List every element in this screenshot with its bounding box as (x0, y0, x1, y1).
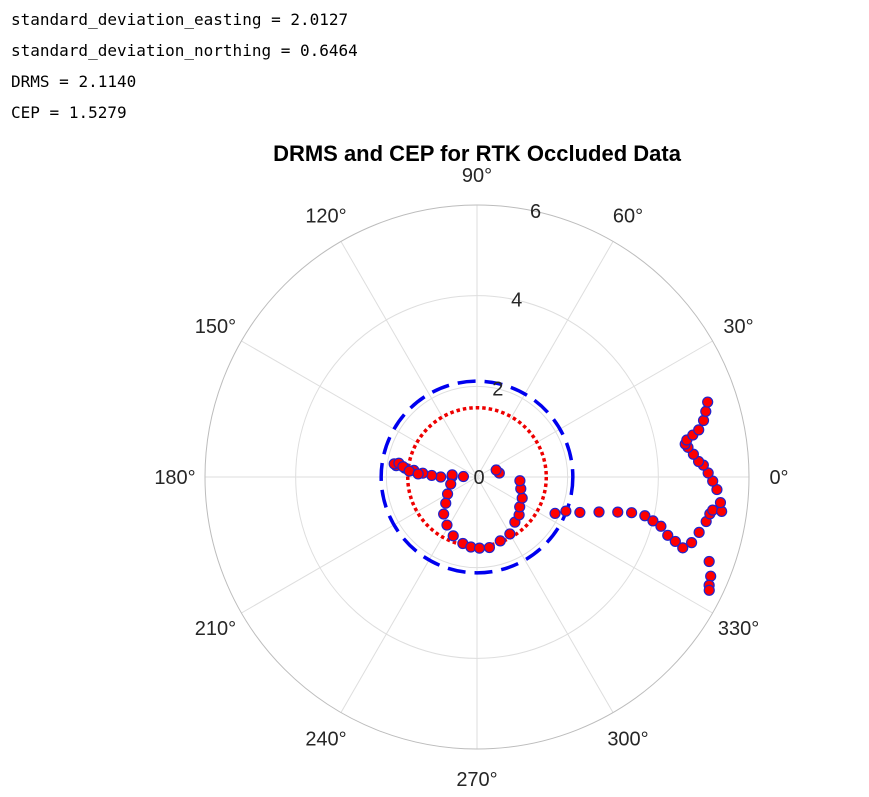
stat-label: standard_deviation_northing (11, 41, 272, 60)
data-point (457, 470, 470, 483)
data-point (647, 515, 659, 527)
stat-value: 1.5279 (68, 103, 127, 122)
r-gridline (295, 295, 659, 659)
stat-value: 2.1140 (78, 72, 137, 91)
data-point (473, 542, 486, 554)
theta-tick-label: 60° (613, 205, 643, 227)
scatter-points (388, 396, 728, 596)
theta-gridline (340, 476, 478, 713)
data-point (707, 504, 719, 516)
data-point (516, 492, 528, 504)
data-point (549, 507, 561, 520)
stats-output: standard_deviation_easting = 2.0127 stan… (11, 6, 358, 130)
theta-tick-label: 0° (769, 467, 788, 489)
data-point (483, 541, 496, 554)
tick-labels: 0° 30° 60° 90° 120° 150° 180° 210° 240° 270° 300° 3… (154, 165, 788, 791)
data-point (412, 468, 424, 480)
stat-value: 0.6464 (300, 41, 358, 60)
data-point (494, 535, 506, 547)
theta-tick-label: 270° (456, 769, 497, 791)
data-point (693, 424, 705, 436)
theta-gridline (340, 241, 478, 478)
data-point (560, 505, 572, 517)
data-point (441, 519, 453, 531)
data-point (626, 507, 638, 519)
data-point (639, 510, 651, 522)
data-point (700, 405, 712, 417)
data-point (677, 542, 689, 554)
r-tick-label: 2 (492, 378, 503, 400)
data-point (490, 464, 502, 476)
data-point (447, 530, 459, 542)
stat-value: 2.0127 (290, 10, 349, 29)
data-point (685, 537, 698, 549)
data-point (574, 506, 586, 519)
data-point (438, 508, 450, 520)
r-gridline (385, 385, 569, 569)
stat-line-drms: DRMS = 2.1140 (11, 72, 137, 91)
data-point (697, 414, 710, 427)
data-point (593, 506, 605, 518)
drms-circle (379, 379, 575, 575)
stat-label: standard_deviation_easting (11, 10, 262, 29)
data-point (514, 475, 526, 487)
data-point (445, 478, 457, 490)
theta-tick-label: 330° (718, 618, 759, 640)
data-point (446, 469, 458, 481)
stat-line-easting: standard_deviation_easting = 2.0127 (11, 10, 349, 29)
theta-tick-label: 180° (154, 467, 195, 489)
data-point (702, 396, 714, 408)
data-point (441, 488, 454, 500)
data-point (703, 555, 715, 568)
theta-gridline (476, 476, 713, 614)
theta-tick-label: 240° (305, 729, 346, 751)
stat-line-cep: CEP = 1.5279 (11, 103, 127, 122)
theta-tick-label: 150° (195, 316, 236, 338)
theta-tick-label: 210° (195, 618, 236, 640)
theta-gridline (476, 241, 614, 478)
theta-gridline (241, 340, 478, 478)
data-point (705, 570, 717, 582)
data-point (612, 506, 624, 518)
theta-tick-label: 120° (305, 205, 346, 227)
data-point (693, 526, 705, 538)
data-point (703, 584, 715, 596)
chart-title: DRMS and CEP for RTK Occluded Data (273, 141, 682, 166)
theta-tick-label: 90° (462, 165, 492, 187)
data-point (504, 528, 516, 540)
stat-label: CEP (11, 103, 40, 122)
theta-tick-label: 30° (723, 316, 753, 338)
data-point (655, 520, 667, 532)
r-tick-label: 6 (530, 201, 541, 223)
theta-gridline (241, 476, 478, 614)
reference-circles (379, 379, 575, 575)
stat-label: DRMS (11, 72, 50, 91)
r-tick-label: 4 (511, 290, 522, 312)
theta-gridline (476, 476, 614, 713)
data-point (669, 535, 681, 548)
stat-line-northing: standard_deviation_northing = 0.6464 (11, 41, 358, 60)
data-point (662, 529, 674, 541)
data-point (426, 469, 438, 482)
data-point (714, 496, 727, 509)
cep-circle (405, 405, 549, 549)
theta-tick-label: 300° (607, 729, 648, 751)
r-tick-label: 0 (473, 467, 484, 489)
polar-grid (204, 204, 750, 750)
data-point (440, 497, 452, 509)
polar-outer-ring (204, 204, 750, 750)
data-point (435, 471, 447, 483)
theta-gridline (476, 340, 713, 478)
